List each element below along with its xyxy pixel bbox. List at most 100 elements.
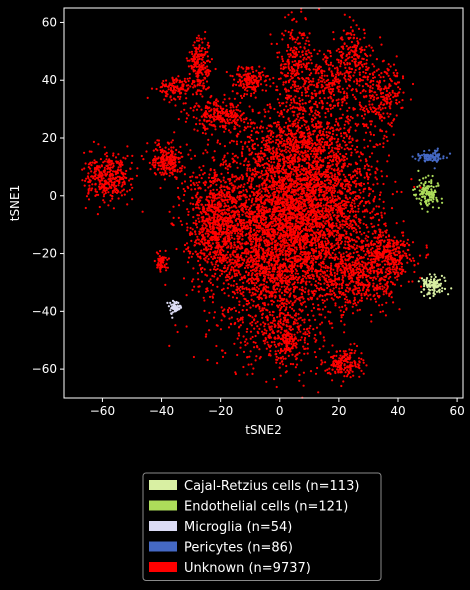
- data-point: [382, 200, 385, 203]
- data-point: [256, 208, 259, 211]
- data-point: [243, 297, 246, 300]
- data-point: [355, 195, 358, 198]
- data-point: [273, 173, 276, 176]
- data-point: [332, 191, 336, 194]
- data-point: [266, 189, 269, 193]
- data-point: [302, 384, 305, 387]
- data-point: [234, 198, 237, 201]
- data-point: [302, 301, 305, 304]
- data-point: [318, 173, 321, 176]
- data-point: [248, 232, 251, 235]
- data-point: [266, 261, 269, 264]
- data-point: [224, 167, 227, 170]
- data-point: [365, 226, 368, 229]
- data-point: [293, 165, 296, 169]
- data-point: [249, 251, 252, 254]
- data-point: [309, 233, 312, 236]
- data-point: [364, 131, 368, 134]
- data-point: [333, 249, 336, 252]
- data-point: [350, 192, 353, 195]
- data-point: [331, 163, 334, 166]
- data-point: [316, 163, 319, 166]
- data-point: [290, 179, 293, 182]
- data-point: [288, 221, 291, 225]
- data-point: [338, 197, 341, 200]
- data-point: [349, 219, 352, 222]
- data-point: [234, 309, 238, 312]
- data-point: [239, 318, 242, 321]
- data-point: [233, 322, 236, 326]
- data-point: [283, 149, 286, 152]
- data-point: [286, 283, 289, 286]
- data-point: [202, 173, 205, 176]
- data-point: [331, 232, 334, 235]
- data-point: [242, 210, 245, 213]
- data-point: [342, 173, 345, 176]
- data-point: [271, 199, 274, 203]
- data-point: [270, 199, 273, 202]
- data-point: [273, 235, 276, 238]
- data-point: [242, 291, 245, 294]
- data-point: [233, 270, 236, 273]
- data-point: [247, 273, 250, 276]
- data-point: [298, 288, 301, 291]
- data-point: [308, 280, 311, 283]
- data-point: [264, 288, 267, 291]
- data-point: [268, 267, 271, 270]
- data-point: [292, 227, 295, 230]
- data-point: [245, 338, 248, 341]
- data-point: [313, 292, 316, 296]
- points-layer: [81, 7, 453, 399]
- data-point: [225, 269, 228, 272]
- data-point: [248, 149, 251, 152]
- data-point: [273, 244, 277, 247]
- data-point: [365, 223, 368, 227]
- data-point: [356, 167, 359, 170]
- data-point: [330, 322, 333, 325]
- data-point: [337, 178, 340, 181]
- data-point: [283, 274, 286, 277]
- data-point: [240, 276, 243, 279]
- data-point: [263, 115, 266, 118]
- data-point: [284, 121, 288, 124]
- data-point: [241, 285, 244, 288]
- data-point: [293, 318, 297, 321]
- data-point: [317, 282, 320, 285]
- data-point: [363, 231, 366, 235]
- data-point: [322, 231, 325, 234]
- data-point: [239, 317, 243, 320]
- data-point: [260, 156, 263, 159]
- data-point: [287, 235, 290, 238]
- data-point: [270, 161, 273, 164]
- data-point: [233, 272, 236, 275]
- data-point: [261, 233, 264, 236]
- data-point: [322, 212, 325, 215]
- data-point: [367, 178, 370, 181]
- data-point: [243, 287, 246, 290]
- data-point: [249, 169, 252, 172]
- data-point: [344, 247, 347, 250]
- data-point: [326, 198, 329, 201]
- data-point: [286, 319, 289, 322]
- data-point: [198, 174, 201, 177]
- data-point: [334, 175, 337, 178]
- data-point: [221, 270, 224, 273]
- data-point: [339, 152, 342, 156]
- data-point: [305, 212, 308, 215]
- data-point: [294, 237, 297, 240]
- data-point: [243, 274, 246, 278]
- data-point: [285, 239, 288, 242]
- data-point: [325, 243, 328, 246]
- data-point: [339, 127, 342, 130]
- data-point: [303, 291, 307, 294]
- data-point: [314, 249, 317, 252]
- data-point: [314, 284, 317, 287]
- data-point: [252, 367, 255, 370]
- data-point: [262, 195, 265, 198]
- data-point: [331, 195, 334, 198]
- data-point: [275, 196, 278, 199]
- data-point: [260, 141, 263, 144]
- data-point: [236, 291, 239, 294]
- data-point: [272, 157, 275, 161]
